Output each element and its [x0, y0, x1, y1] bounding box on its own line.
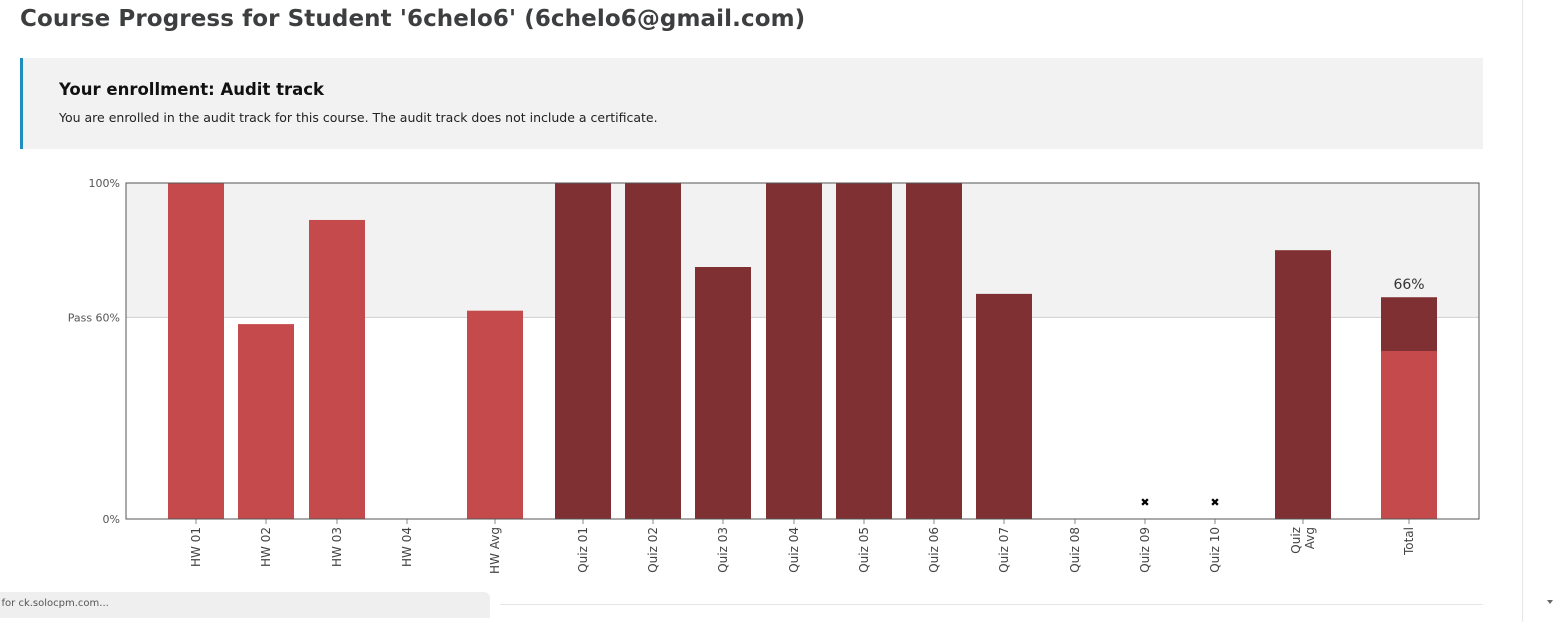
x-tick-label: Quiz 01	[576, 527, 590, 573]
enrollment-message: You are enrolled in the audit track for …	[59, 110, 658, 125]
scroll-down-icon[interactable]	[1547, 600, 1553, 604]
page-title: Course Progress for Student '6chelo6' (6…	[20, 6, 806, 32]
bar	[976, 293, 1032, 519]
data-label-total: 66%	[1393, 277, 1424, 293]
x-tick-label: Quiz 05	[857, 527, 871, 573]
x-tick-label: Quiz 08	[1068, 527, 1082, 573]
dropped-marker: ✖	[1210, 496, 1219, 509]
dropped-marker: ✖	[1140, 496, 1149, 509]
bar	[238, 324, 294, 519]
x-tick-label: HW 03	[330, 527, 344, 567]
x-tick-label: Quiz 07	[997, 527, 1011, 573]
bar	[625, 183, 681, 519]
bar-total-quiz	[1381, 297, 1437, 351]
x-tick-label: HW 04	[400, 527, 414, 567]
plot-frame	[125, 182, 1480, 520]
x-tick-label: Quiz 09	[1138, 527, 1152, 573]
x-tick-label: Quiz 02	[646, 527, 660, 573]
bar	[906, 183, 962, 519]
y-tick-label: 0%	[103, 513, 120, 526]
x-tick-label: HW 02	[259, 527, 273, 567]
bar-total-hw	[1381, 351, 1437, 519]
x-tick-label: Quiz 10	[1208, 527, 1222, 573]
x-tick-label: Quiz 06	[927, 527, 941, 573]
status-text: g for ck.solocpm.com...	[0, 598, 109, 609]
bar	[555, 183, 611, 519]
bar	[1275, 250, 1331, 519]
x-tick-label: Quiz 04	[787, 527, 801, 573]
progress-chart: 100% Pass 60% 0% HW 01 HW 02 HW 03 HW 04 HW Avg…	[68, 177, 1480, 574]
enrollment-heading: Your enrollment: Audit track	[59, 80, 325, 99]
bar	[836, 183, 892, 519]
divider	[500, 604, 1483, 605]
x-tick-label: Quiz	[1289, 527, 1303, 554]
x-tick-label: HW Avg	[488, 527, 502, 574]
y-tick-label: 100%	[89, 177, 120, 190]
bar	[695, 267, 751, 519]
x-tick-label: Quiz 03	[716, 527, 730, 573]
bar	[309, 219, 365, 519]
browser-status-bar: g for ck.solocpm.com...	[0, 592, 490, 618]
x-tick-label: Avg	[1303, 527, 1317, 549]
y-tick-label: Pass 60%	[68, 311, 120, 324]
scrollbar[interactable]	[1522, 0, 1562, 622]
bar	[467, 310, 523, 519]
x-tick-label: HW 01	[189, 527, 203, 567]
enrollment-notice: Your enrollment: Audit track You are enr…	[20, 58, 1483, 149]
bar	[168, 183, 224, 519]
bar	[766, 183, 822, 519]
x-tick-label: Total	[1402, 527, 1416, 556]
